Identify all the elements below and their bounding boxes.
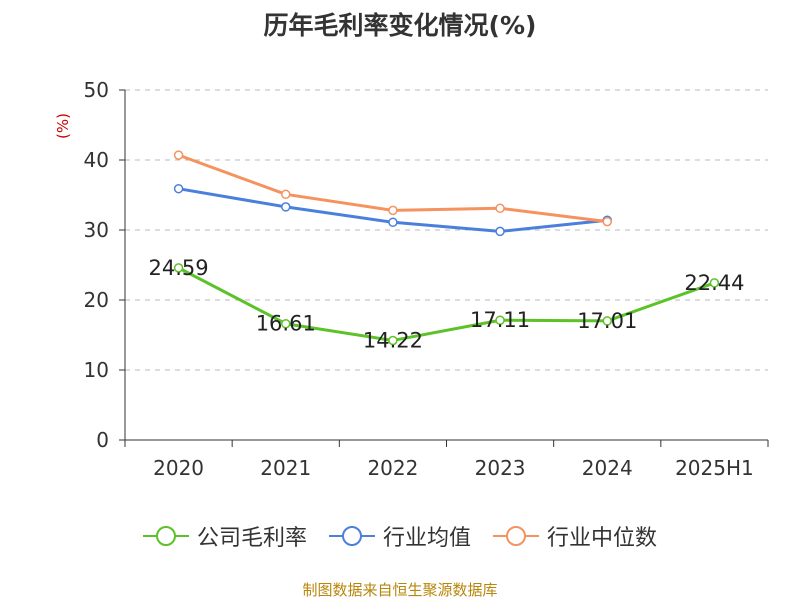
point-s0-2025H1: [709, 278, 720, 288]
point-s2-2022: [388, 205, 398, 216]
y-tick-label-30: 30: [84, 218, 109, 242]
point-s0-2024: [602, 316, 612, 326]
point-s2-2021: [281, 189, 291, 200]
y-tick-label-0: 0: [96, 428, 109, 452]
legend-item-industry-median[interactable]: 行业中位数: [493, 520, 657, 552]
y-tick-label-50: 50: [84, 78, 109, 102]
point-s2-2020: [173, 150, 184, 160]
y-axis-label: (%): [54, 113, 72, 139]
footer-source: 制图数据来自恒生聚源数据库: [302, 581, 498, 599]
legend-marker-industry-median: [493, 526, 539, 546]
point-s0-2020: [173, 263, 184, 273]
point-s0-2023: [495, 315, 505, 325]
legend-marker-company: [142, 526, 189, 546]
point-s1-2021: [281, 202, 291, 212]
point-s0-2021: [281, 318, 291, 329]
x-tick-label-2022: 2022: [367, 456, 418, 480]
point-s0-2022: [388, 335, 398, 346]
y-tick-label-20: 20: [84, 288, 109, 312]
data-label-2023: 17.11: [470, 308, 530, 332]
legend-item-company[interactable]: 公司毛利率: [142, 520, 307, 552]
series-line-0: [177, 266, 715, 342]
point-s1-2020: [173, 183, 184, 194]
point-s2-2024: [602, 216, 612, 227]
data-label-2024: 17.01: [577, 309, 637, 333]
x-tick-label-2023: 2023: [475, 456, 526, 480]
data-label-2022: 14.22: [363, 328, 423, 352]
series-layer: [173, 150, 720, 346]
chart-title: 历年毛利率变化情况(%): [263, 11, 537, 40]
point-s2-2023: [495, 203, 505, 214]
x-tick-label-2020: 2020: [153, 456, 204, 480]
data-label-2020: 24.59: [149, 256, 209, 280]
legend-item-industry-mean[interactable]: 行业均值: [328, 520, 471, 552]
data-label-2021: 16.61: [256, 312, 316, 336]
y-tick-label-40: 40: [84, 148, 109, 172]
point-s1-2022: [388, 217, 398, 228]
grid-lines: [125, 89, 768, 371]
data-label-2025H1: 22.44: [684, 271, 744, 295]
legend-label-company: 公司毛利率: [196, 526, 307, 551]
legend-label-industry-median: 行业中位数: [547, 526, 658, 551]
legend-marker-industry-mean: [328, 526, 375, 546]
legend-label-industry-mean: 行业均值: [382, 526, 471, 551]
point-s1-2023: [495, 226, 505, 237]
x-tick-label-2025H1: 2025H1: [675, 456, 754, 480]
x-tick-label-2024: 2024: [582, 456, 633, 480]
axes: 0 10 20 30 40 50 2020 2021 2022 2023 2024 2025H1: [84, 78, 769, 480]
data-labels: 24.59 16.61 14.22 17.11 17.01 22.44: [149, 256, 745, 353]
y-tick-label-10: 10: [84, 358, 109, 382]
x-tick-label-2021: 2021: [260, 456, 311, 480]
legend: 公司毛利率 行业均值 行业中位数: [0, 520, 800, 552]
